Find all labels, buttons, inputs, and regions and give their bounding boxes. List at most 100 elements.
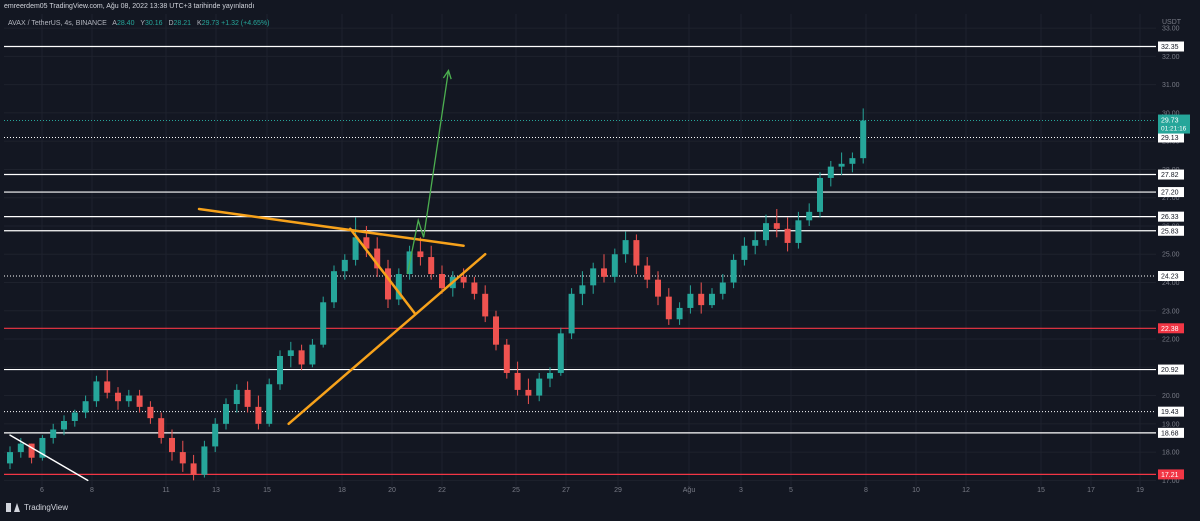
x-tick-label: 12 bbox=[962, 487, 970, 494]
candle-body bbox=[763, 223, 769, 241]
footer-brand[interactable]: TradingView bbox=[6, 503, 68, 512]
candle-body bbox=[287, 350, 294, 356]
level-price-label: 20.92 bbox=[1161, 367, 1179, 374]
candle-body bbox=[212, 423, 219, 447]
candle-body bbox=[179, 452, 186, 464]
y-tick-label: 18.00 bbox=[1162, 450, 1180, 457]
candle-body bbox=[244, 389, 251, 407]
candle-body bbox=[795, 220, 802, 243]
candle-body bbox=[536, 378, 543, 396]
candle-body bbox=[525, 389, 532, 396]
symbol-legend: AVAX / TetherUS, 4s, BINANCE A28.40 Y30.… bbox=[8, 20, 273, 27]
grid bbox=[4, 14, 1156, 486]
candle-body bbox=[201, 446, 208, 475]
level-price-badge bbox=[1158, 187, 1184, 198]
candle-body bbox=[644, 265, 651, 280]
candle-body bbox=[115, 392, 121, 402]
level-price-badge bbox=[1158, 132, 1184, 143]
trendline-ascending-support bbox=[287, 252, 487, 426]
y-tick-label: 25.00 bbox=[1162, 252, 1180, 259]
x-tick-label: 25 bbox=[512, 487, 520, 494]
candle-body bbox=[773, 223, 780, 229]
x-tick-label: 18 bbox=[338, 487, 346, 494]
level-price-badge bbox=[1158, 225, 1184, 236]
trendline-pennant-upper bbox=[348, 227, 417, 315]
candle-body bbox=[341, 259, 348, 272]
candle-body bbox=[482, 293, 489, 317]
x-tick-label: 13 bbox=[212, 487, 220, 494]
horizontal-levels bbox=[4, 45, 1156, 476]
candle-body bbox=[93, 381, 100, 402]
level-price-label: 18.68 bbox=[1161, 430, 1179, 437]
candle-body bbox=[277, 355, 283, 385]
y-tick-label: 32.00 bbox=[1162, 54, 1180, 61]
candle-body bbox=[417, 251, 424, 258]
candle-body bbox=[104, 381, 111, 393]
low-value: 28.21 bbox=[173, 20, 192, 27]
candle-body bbox=[71, 412, 78, 421]
candle-body bbox=[147, 406, 154, 419]
x-tick-label: 8 bbox=[90, 487, 94, 494]
candle-body bbox=[503, 344, 510, 373]
candle-body bbox=[557, 333, 564, 373]
candle-body bbox=[514, 372, 521, 390]
level-price-badge bbox=[1158, 323, 1184, 334]
y-tick-label: 31.00 bbox=[1162, 82, 1180, 89]
projection-arrowhead bbox=[442, 69, 452, 80]
high-label: Y bbox=[140, 20, 145, 27]
candle-body bbox=[547, 372, 553, 379]
candle-body bbox=[298, 350, 305, 365]
level-price-label: 24.23 bbox=[1161, 274, 1179, 281]
trendline-old-downtrend bbox=[9, 434, 89, 482]
close-value: 29.73 +1.32 (+4.65%) bbox=[201, 20, 270, 27]
candle-body bbox=[460, 276, 467, 283]
countdown-label: 01:21:16 bbox=[1161, 126, 1187, 133]
y-tick-label: 27.00 bbox=[1162, 195, 1180, 202]
candle-body bbox=[687, 293, 694, 308]
x-tick-label: 5 bbox=[789, 487, 793, 494]
candles bbox=[7, 108, 867, 481]
y-tick-label: 19.00 bbox=[1162, 421, 1180, 428]
x-tick-label: 8 bbox=[864, 487, 868, 494]
brand-name: TradingView bbox=[24, 503, 69, 512]
candle-body bbox=[7, 452, 13, 464]
level-price-badge bbox=[1158, 41, 1184, 52]
candle-body bbox=[255, 406, 262, 424]
level-price-label: 29.13 bbox=[1161, 135, 1179, 142]
candle-body bbox=[719, 282, 726, 294]
x-tick-label: 11 bbox=[162, 487, 169, 494]
x-tick-label: 22 bbox=[438, 487, 446, 494]
candle-body bbox=[363, 237, 370, 249]
candle-body bbox=[190, 463, 197, 475]
x-tick-label: 15 bbox=[263, 487, 271, 494]
trendline-descending-resistance bbox=[197, 207, 465, 248]
candle-body bbox=[169, 437, 175, 453]
level-price-label: 32.35 bbox=[1161, 44, 1179, 51]
candle-body bbox=[61, 420, 67, 430]
y-tick-label: 23.00 bbox=[1162, 308, 1180, 315]
level-price-badge bbox=[1158, 364, 1184, 375]
candle-body bbox=[352, 237, 359, 260]
candle-body bbox=[17, 443, 24, 453]
candle-body bbox=[590, 268, 597, 286]
level-price-label: 17.21 bbox=[1161, 472, 1179, 479]
candle-body bbox=[493, 316, 499, 345]
level-price-label: 27.20 bbox=[1161, 190, 1179, 197]
candle-body bbox=[471, 282, 478, 294]
axes: 17.0018.0019.0020.0021.0022.0023.0024.00… bbox=[40, 19, 1190, 494]
open-value: 28.40 bbox=[116, 20, 135, 27]
level-price-badge bbox=[1158, 211, 1184, 222]
level-price-label: 22.38 bbox=[1161, 326, 1179, 333]
y-tick-label: 30.00 bbox=[1162, 110, 1180, 117]
candle-body bbox=[320, 302, 327, 345]
candle-body bbox=[860, 120, 867, 159]
level-price-badge bbox=[1158, 469, 1184, 480]
candle-body bbox=[309, 344, 316, 365]
candle-body bbox=[82, 401, 89, 413]
candle-body bbox=[223, 404, 229, 424]
open-label: A bbox=[112, 20, 117, 27]
candle-body bbox=[622, 240, 629, 255]
level-price-badge bbox=[1158, 427, 1184, 438]
candle-body bbox=[817, 177, 823, 212]
